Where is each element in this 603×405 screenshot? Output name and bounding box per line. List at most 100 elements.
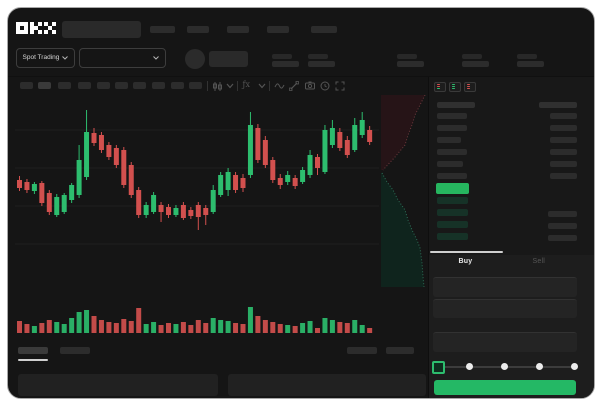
ticker-stat-label xyxy=(307,53,328,59)
panel-divider xyxy=(427,76,429,398)
candlestick-chart[interactable] xyxy=(14,96,379,296)
bid-row-amount[interactable] xyxy=(547,234,577,241)
pair-selector-dropdown[interactable] xyxy=(78,47,166,68)
ask-row-price[interactable] xyxy=(436,148,467,155)
slider-handle[interactable] xyxy=(432,360,445,374)
toggle-row-mark xyxy=(466,87,471,90)
slider-stop-dot[interactable] xyxy=(501,362,508,370)
order-input-field[interactable] xyxy=(432,298,577,318)
timeframe-button[interactable] xyxy=(188,81,202,89)
expand-icon[interactable] xyxy=(335,81,346,92)
candles-icon[interactable] xyxy=(212,81,223,92)
nav-item[interactable] xyxy=(226,25,249,33)
bottom-tab[interactable] xyxy=(385,346,414,354)
order-input-field[interactable] xyxy=(432,276,577,297)
clock-icon[interactable] xyxy=(320,81,331,92)
tab-sell[interactable]: Sell xyxy=(532,257,545,265)
buy-tab-underline xyxy=(429,250,503,253)
trading-mode-dropdown[interactable]: Spot Trading xyxy=(15,47,75,68)
last-price-bar[interactable] xyxy=(435,182,469,194)
bid-row-price[interactable] xyxy=(436,196,468,204)
slider-stop-dot[interactable] xyxy=(466,362,473,370)
search-input[interactable] xyxy=(61,20,141,38)
book-combined-view[interactable] xyxy=(433,81,446,92)
book-asks-view[interactable] xyxy=(463,81,476,92)
orderbook-header-price xyxy=(436,101,475,108)
slider-stop-dot[interactable] xyxy=(571,362,578,370)
timeframe-button[interactable] xyxy=(96,81,110,89)
toolbar-divider xyxy=(206,80,208,91)
orders-table-placeholder xyxy=(17,373,218,396)
ticker-stat-label xyxy=(396,53,417,59)
camera-icon[interactable] xyxy=(304,81,316,92)
okx-logo[interactable] xyxy=(15,20,56,36)
timeframe-button[interactable] xyxy=(77,81,91,89)
draw-tool-icon[interactable] xyxy=(288,80,300,92)
chevron-down-icon[interactable] xyxy=(258,83,269,94)
ticker-stat-value xyxy=(307,60,335,67)
toggle-row-mark xyxy=(451,85,456,88)
toggle-row-mark xyxy=(451,83,456,86)
bid-row-price[interactable] xyxy=(436,220,468,228)
nav-item[interactable] xyxy=(266,25,289,33)
nav-item[interactable] xyxy=(149,25,175,33)
bottom-tab[interactable] xyxy=(17,346,48,354)
bid-row-price[interactable] xyxy=(436,208,468,216)
toolbar-divider xyxy=(236,80,238,91)
bid-row-price[interactable] xyxy=(436,232,468,240)
ask-row-amount[interactable] xyxy=(549,148,577,155)
toggle-row-mark xyxy=(466,85,471,88)
coin-icon xyxy=(184,48,205,69)
chevron-down-icon xyxy=(61,55,68,60)
toggle-row-mark xyxy=(436,83,441,86)
chevron-down-icon[interactable] xyxy=(226,83,237,94)
order-input-field[interactable] xyxy=(432,331,577,352)
tab-buy[interactable]: Buy xyxy=(458,257,473,265)
ask-row-amount[interactable] xyxy=(549,124,577,131)
ask-row-price[interactable] xyxy=(436,112,467,119)
ask-row-price[interactable] xyxy=(436,172,467,179)
nav-item[interactable] xyxy=(186,25,209,33)
bid-row-amount[interactable] xyxy=(547,210,577,217)
ticker-stat-value xyxy=(396,60,424,67)
header-divider xyxy=(8,75,594,77)
timeframe-button[interactable] xyxy=(114,81,128,89)
ask-row-amount[interactable] xyxy=(549,172,577,179)
indicator-fx-icon[interactable]: ƒx xyxy=(242,79,250,89)
ticker-stat-label xyxy=(271,53,292,59)
bottom-active-tab-underline xyxy=(17,358,48,361)
timeframe-button[interactable] xyxy=(37,81,51,89)
ticker-stat-value xyxy=(461,60,489,67)
ticker-stat-value xyxy=(271,60,299,67)
ask-row-amount[interactable] xyxy=(549,112,577,119)
toggle-row-mark xyxy=(451,87,456,90)
buy-submit-button[interactable] xyxy=(433,379,576,395)
ticker-stat-label xyxy=(516,53,537,59)
book-bids-view[interactable] xyxy=(448,81,461,92)
volume-chart[interactable] xyxy=(15,296,379,336)
toggle-row-mark xyxy=(436,85,441,88)
timeframe-button[interactable] xyxy=(170,81,184,89)
bottom-tab[interactable] xyxy=(59,346,90,354)
toolbar-divider xyxy=(268,80,270,91)
ask-row-price[interactable] xyxy=(436,160,463,167)
timeframe-button[interactable] xyxy=(151,81,165,89)
chevron-down-icon xyxy=(152,55,159,60)
depth-chart[interactable] xyxy=(379,94,426,292)
timeframe-button[interactable] xyxy=(57,81,71,89)
slider-stop-dot[interactable] xyxy=(536,362,543,370)
ask-row-price[interactable] xyxy=(436,136,461,143)
timeframe-button[interactable] xyxy=(132,81,146,89)
trading-mode-label: Spot Trading xyxy=(22,54,60,61)
ask-row-amount[interactable] xyxy=(549,136,577,143)
timeframe-button[interactable] xyxy=(19,81,33,89)
line-style-icon[interactable] xyxy=(274,82,285,93)
bottom-tab[interactable] xyxy=(346,346,377,354)
ask-row-price[interactable] xyxy=(436,124,467,131)
ask-row-amount[interactable] xyxy=(549,160,577,167)
orderbook-header-amount xyxy=(538,101,577,108)
bid-row-amount[interactable] xyxy=(547,222,577,229)
app-window: Spot Trading ƒx xyxy=(7,7,595,399)
nav-item[interactable] xyxy=(310,25,337,33)
